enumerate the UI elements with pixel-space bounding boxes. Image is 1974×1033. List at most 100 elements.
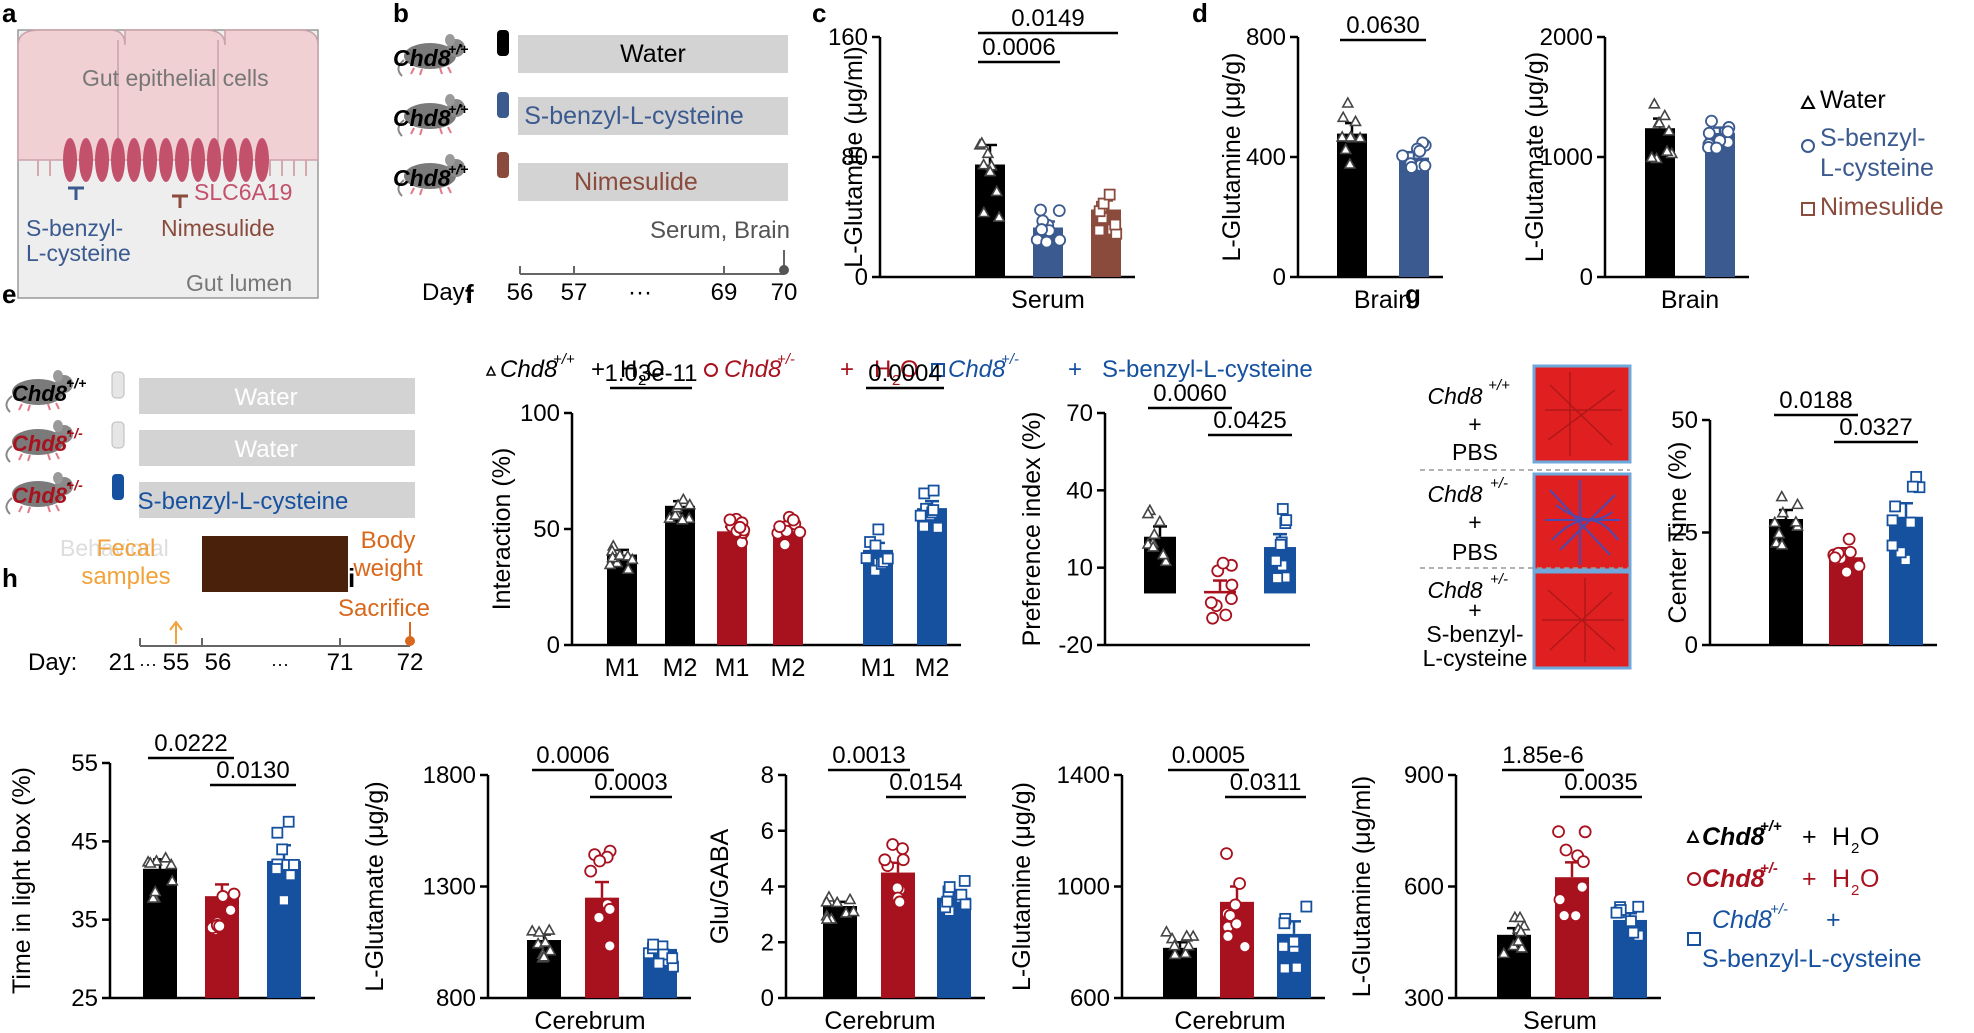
legend-i-wt: Chd8 xyxy=(1702,823,1765,851)
svg-text:+/-: +/- xyxy=(1490,571,1508,588)
e-timeline xyxy=(139,638,411,647)
e-genotype-1: Chd8 +/+ xyxy=(12,375,86,406)
category-label-f1: M1 xyxy=(715,654,750,682)
data-point-i2 xyxy=(896,842,909,856)
data-point-h xyxy=(146,891,160,903)
data-point-d2 xyxy=(1705,114,1718,128)
data-point-i4 xyxy=(1559,843,1573,857)
data-point-i4 xyxy=(1513,910,1527,923)
legend-f-h2: H xyxy=(874,356,891,383)
pvalue-label-h: 0.0222 xyxy=(154,730,227,757)
treatment-nim: Nimesulide xyxy=(574,168,698,196)
data-point-h xyxy=(164,857,178,870)
panel-b-schematic: Chd8+/+ Chd8+/+ Chd8+/+ Water S-benzyl-L… xyxy=(393,30,797,306)
legend-triangle-icon xyxy=(1800,94,1816,109)
data-point-c xyxy=(977,205,991,218)
data-point-f1 xyxy=(676,513,689,525)
x-axis-label-i3: Cerebrum xyxy=(1174,1007,1285,1033)
legend-cd: Water S-benzyl- L-cysteine Nimesulide xyxy=(1800,86,1944,221)
data-point-h xyxy=(284,869,297,882)
data-point-i1 xyxy=(592,911,606,924)
data-point-c xyxy=(992,210,1006,222)
data-point-h xyxy=(143,856,157,868)
e-bottle-1 xyxy=(111,371,125,399)
data-point-i3 xyxy=(1300,900,1313,913)
legend-i-sub: 2 xyxy=(1851,840,1859,857)
day-57: 57 xyxy=(561,279,588,306)
data-point-h xyxy=(216,890,230,903)
data-point-h xyxy=(150,854,163,866)
data-point-i1 xyxy=(652,957,665,970)
data-point-g xyxy=(1840,565,1853,579)
data-point-g xyxy=(1791,497,1804,510)
data-point-h xyxy=(227,887,241,901)
data-point-f1 xyxy=(778,538,792,552)
y-tick-label-d2: 2000 xyxy=(1540,24,1593,51)
bar-f2 xyxy=(1204,590,1236,594)
legend-f-h: H xyxy=(620,356,637,383)
data-point-g xyxy=(1775,489,1789,502)
pvalue-label-f1: 0.0004 xyxy=(868,360,941,387)
legend-f-circle-icon xyxy=(704,363,718,377)
svg-text:Chd8: Chd8 xyxy=(1428,481,1483,507)
data-point-g xyxy=(1843,545,1857,559)
legend-i-wt-sup: +/+ xyxy=(1760,818,1782,835)
data-point-g xyxy=(1906,480,1919,493)
data-point-f2 xyxy=(1159,554,1173,567)
data-point-i1 xyxy=(542,923,556,935)
legend-f-square-icon xyxy=(931,363,945,377)
g-label-2: Chd8 +/- + PBS xyxy=(1428,475,1508,565)
pvalue-label-d1: 0.0630 xyxy=(1346,12,1419,39)
chart-i4: 300 600 900 L-Glutamine (μg/ml) Serum 1.85e-6… xyxy=(1348,742,1661,1033)
data-point-f2 xyxy=(1204,596,1218,610)
legend-square-icon xyxy=(1801,202,1815,216)
y-axis-label-i1: L-Glutamate (μg/g) xyxy=(361,781,389,991)
data-point-f1 xyxy=(723,513,737,527)
x-axis-label-c: Serum xyxy=(1011,286,1085,314)
data-point-i2 xyxy=(847,904,860,917)
legend-i-het2: Chd8 xyxy=(1712,906,1772,934)
e-bar-2 xyxy=(139,430,415,466)
svg-text:+: + xyxy=(1468,509,1481,535)
e-day-72: 72 xyxy=(397,649,424,676)
data-point-h xyxy=(165,874,179,886)
svg-text:Chd8: Chd8 xyxy=(1428,577,1483,603)
svg-text:+/+: +/+ xyxy=(448,41,468,57)
slc6a19-label: SLC6A19 xyxy=(194,179,292,205)
data-point-i4 xyxy=(1575,880,1589,894)
data-point-g xyxy=(1910,471,1923,483)
bar-g xyxy=(1889,516,1923,645)
data-point-i2 xyxy=(896,853,910,867)
data-point-g xyxy=(1789,515,1803,527)
pvalue-label-f1: 1.03e-11 xyxy=(605,360,698,387)
y-tick-label-i4: 900 xyxy=(1404,762,1444,789)
data-point-i4 xyxy=(1553,893,1567,906)
e-day-56: 56 xyxy=(205,649,232,676)
legend-f-sbc: S-benzyl-L-cysteine xyxy=(1102,356,1313,383)
legend-i-het-sup: +/- xyxy=(1760,860,1778,877)
legend-f-plus-2: + xyxy=(840,356,854,383)
panel-label-f: f xyxy=(465,279,474,309)
inhibit-symbol-nim xyxy=(172,194,188,208)
y-axis-label-d2: L-Glutamate (μg/g) xyxy=(1521,52,1549,262)
bar-d1 xyxy=(1399,157,1429,277)
data-point-i3 xyxy=(1168,947,1182,960)
e-fecal-1: Fecal xyxy=(97,535,156,562)
data-point-g xyxy=(1775,538,1789,550)
data-point-i3 xyxy=(1238,940,1252,954)
data-point-i1 xyxy=(666,952,679,965)
data-point-c xyxy=(981,146,995,159)
y-axis-label-g: Center Time (%) xyxy=(1664,442,1692,624)
data-point-i1 xyxy=(525,924,539,936)
e-bar-1 xyxy=(139,378,415,414)
data-point-i2 xyxy=(959,898,972,911)
pvalue-label-f2: 0.0425 xyxy=(1213,407,1286,434)
epithelial-cells xyxy=(17,29,319,161)
bar-f1 xyxy=(665,505,695,645)
y-tick-label-f2: 40 xyxy=(1066,477,1093,504)
